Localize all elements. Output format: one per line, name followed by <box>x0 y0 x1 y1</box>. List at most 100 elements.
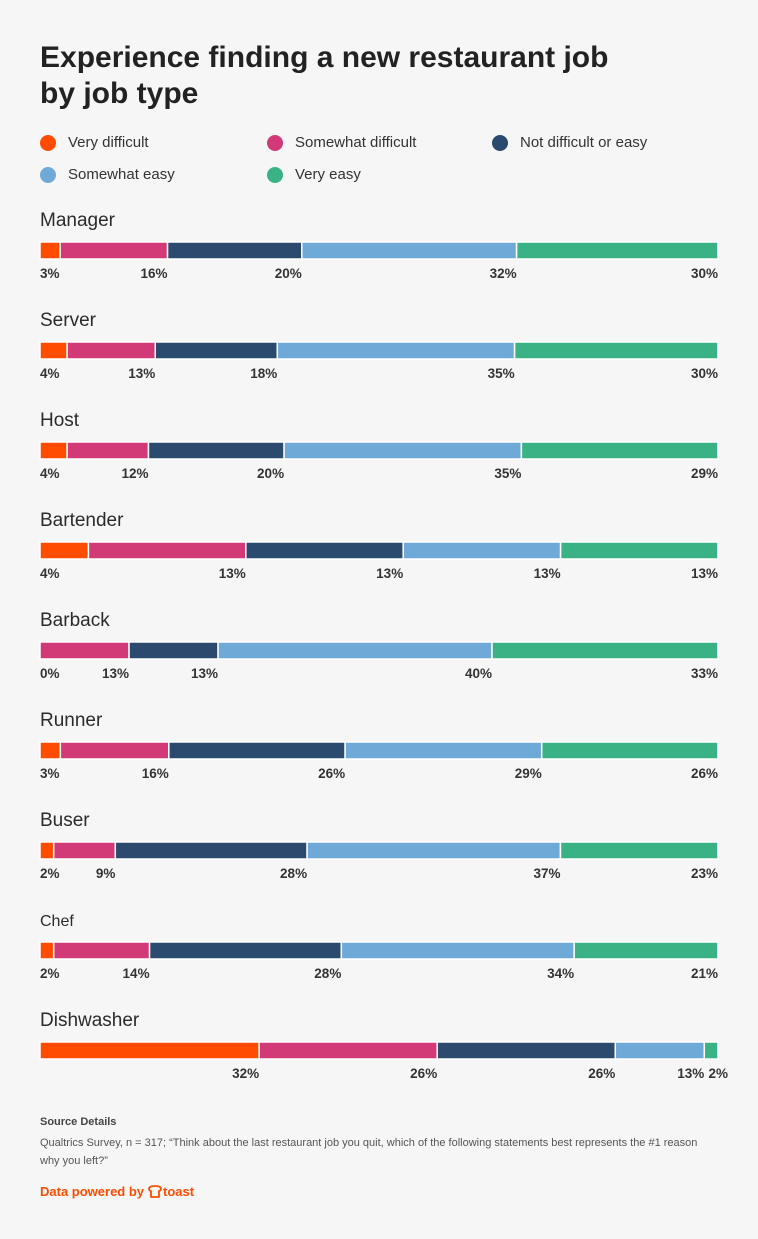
bar-segment <box>540 741 719 760</box>
category-label: Runner <box>40 710 103 731</box>
value-label: 4% <box>40 366 60 381</box>
bar-segment <box>344 741 543 760</box>
value-label: 2% <box>40 966 60 981</box>
category-label: Host <box>40 410 80 431</box>
bar-segment <box>39 841 55 860</box>
value-label: 9% <box>96 866 116 881</box>
legend-item: Not difficult or easy <box>492 134 647 151</box>
value-label: 26% <box>410 1066 437 1081</box>
bar-segment <box>301 241 518 260</box>
bar-segment <box>39 741 62 760</box>
bar-segment <box>87 541 247 560</box>
bar-segment <box>513 341 719 360</box>
bar-segment <box>491 641 719 660</box>
value-label: 32% <box>232 1066 259 1081</box>
bar-segment <box>402 541 562 560</box>
value-label: 32% <box>490 266 517 281</box>
legend: Very difficult Somewhat difficult Not diff… <box>40 134 740 194</box>
value-label: 40% <box>465 666 492 681</box>
bar-segment <box>114 841 308 860</box>
toast-logo-icon <box>148 1185 162 1198</box>
value-label: 35% <box>488 366 515 381</box>
legend-swatch <box>40 134 56 151</box>
value-label: 28% <box>314 966 341 981</box>
value-label: 3% <box>40 766 60 781</box>
legend-item: Somewhat difficult <box>267 134 416 151</box>
legend-swatch <box>267 134 283 151</box>
bar-segment <box>559 841 719 860</box>
bar-segment <box>283 441 523 460</box>
bar-segment <box>128 641 219 660</box>
value-label: 26% <box>588 1066 615 1081</box>
legend-swatch <box>267 166 283 183</box>
value-label: 20% <box>275 266 302 281</box>
bar-segment <box>306 841 562 860</box>
bar-segment <box>166 241 303 260</box>
bar-segment <box>436 1041 617 1060</box>
legend-swatch <box>492 134 508 151</box>
powered-by-label: Data powered by <box>40 1184 145 1199</box>
value-label: 13% <box>677 1066 704 1081</box>
value-label: 13% <box>691 566 718 581</box>
value-label: 21% <box>691 966 718 981</box>
bar-segment <box>59 241 169 260</box>
bar-segment <box>573 941 719 960</box>
value-label: 13% <box>219 566 246 581</box>
value-label: 4% <box>40 566 60 581</box>
value-label: 34% <box>547 966 574 981</box>
bar-segment <box>39 241 61 260</box>
bar-segment <box>52 841 117 860</box>
legend-label: Somewhat easy <box>68 166 175 183</box>
source-text: Qualtrics Survey, n = 317; “Think about … <box>40 1137 698 1167</box>
bar-segment <box>614 1041 706 1060</box>
bar-segment <box>515 241 719 260</box>
value-label: 30% <box>691 266 718 281</box>
bar-segment <box>245 541 404 560</box>
value-label: 14% <box>123 966 150 981</box>
value-label: 33% <box>691 666 718 681</box>
value-label: 26% <box>691 766 718 781</box>
legend-label: Somewhat difficult <box>295 134 417 151</box>
category-label: Bartender <box>40 510 124 531</box>
value-label: 13% <box>376 566 403 581</box>
toast-logo: toast <box>148 1184 194 1199</box>
value-label: 16% <box>142 766 169 781</box>
category-label: Manager <box>40 210 116 231</box>
category-label: Barback <box>40 610 110 631</box>
category-label: Chef <box>40 913 74 930</box>
chart-title: Experience finding a new restaurant job … <box>40 41 609 110</box>
value-label: 0% <box>40 666 60 681</box>
legend-item: Very easy <box>267 166 361 183</box>
bar-segment <box>39 1041 260 1060</box>
bar-segment <box>340 941 575 960</box>
bar-segment <box>52 941 151 960</box>
bar-segment <box>59 741 170 760</box>
category-label: Server <box>40 310 97 331</box>
value-label: 4% <box>40 466 60 481</box>
bar-segment <box>258 1041 438 1060</box>
value-label: 13% <box>534 566 561 581</box>
value-label: 13% <box>191 666 218 681</box>
bar-segment <box>154 341 279 360</box>
value-label: 30% <box>691 366 718 381</box>
value-label: 3% <box>40 266 60 281</box>
legend-item: Very difficult <box>40 134 149 151</box>
value-label: 28% <box>280 866 307 881</box>
toast-brand: toast <box>163 1184 195 1199</box>
value-label: 16% <box>141 266 168 281</box>
value-label: 29% <box>691 466 718 481</box>
value-label: 18% <box>250 366 277 381</box>
legend-label: Not difficult or easy <box>520 134 648 151</box>
bar-segment <box>147 441 285 460</box>
legend-swatch <box>40 166 56 183</box>
bar-segment <box>703 1041 719 1060</box>
bar-segment <box>148 941 343 960</box>
value-label: 23% <box>691 866 718 881</box>
value-label: 35% <box>494 466 521 481</box>
legend-item: Somewhat easy <box>40 166 175 183</box>
source-heading: Source Details <box>40 1116 117 1128</box>
powered-by: Data powered by toast <box>40 1184 194 1199</box>
bar-segment <box>39 941 55 960</box>
